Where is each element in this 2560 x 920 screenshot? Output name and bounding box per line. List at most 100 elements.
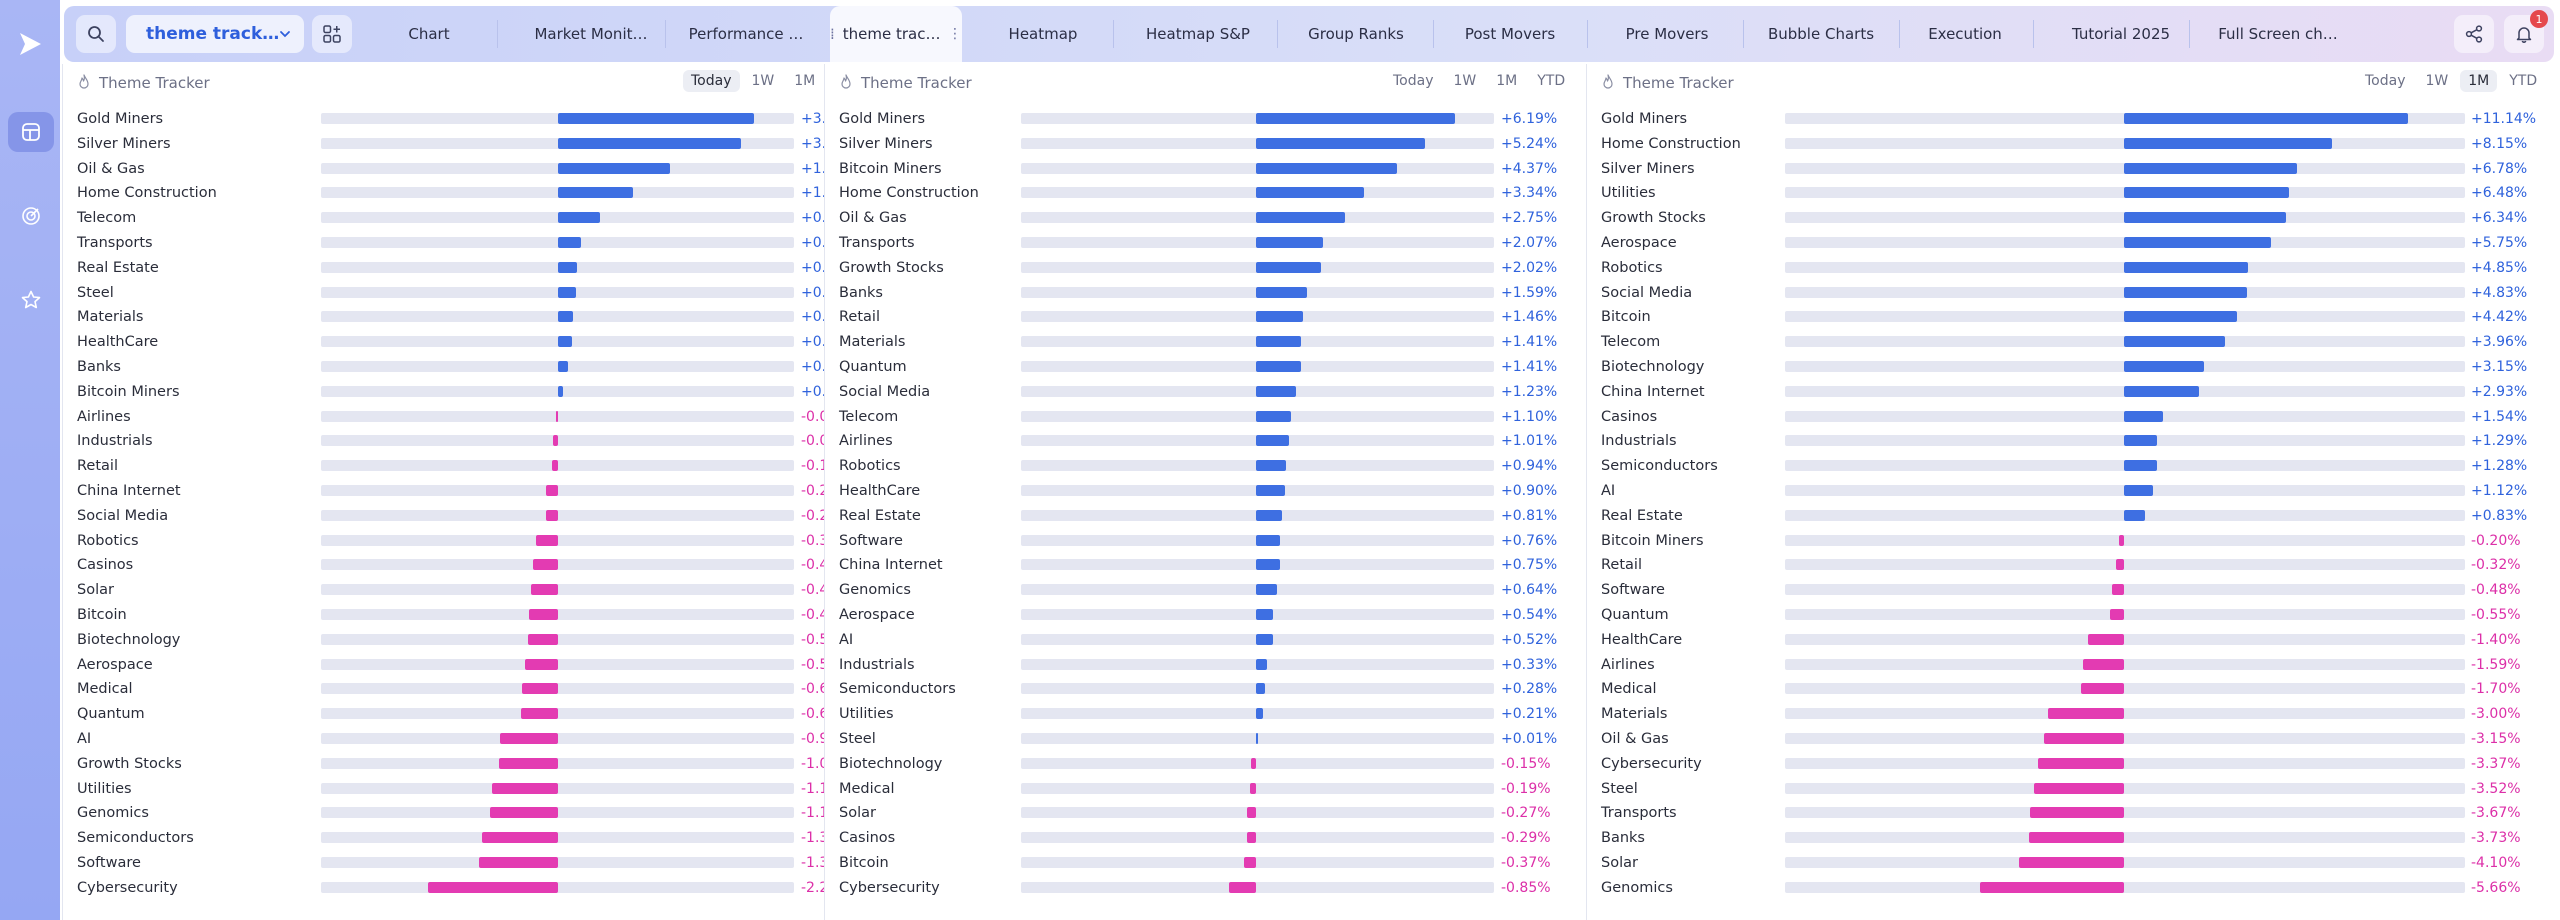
theme-row[interactable]: Cybersecurity-2.22% — [63, 877, 851, 902]
theme-row[interactable]: Industrials +1.29% — [1587, 430, 2560, 455]
theme-row[interactable]: Solar-0.46% — [63, 579, 851, 604]
theme-row[interactable]: Robotics +4.85% — [1587, 257, 2560, 282]
tab-2[interactable]: Performance … — [676, 6, 816, 62]
theme-row[interactable]: Quantum +1.41% — [825, 356, 1586, 381]
theme-row[interactable]: Aerospace +5.75% — [1587, 232, 2560, 257]
range-button-today[interactable]: Today — [683, 70, 740, 92]
theme-row[interactable]: Bitcoin Miners +4.37% — [825, 158, 1586, 183]
share-button[interactable] — [2454, 15, 2494, 53]
theme-row[interactable]: Software -0.48% — [1587, 579, 2560, 604]
theme-row[interactable]: Silver Miners +6.78% — [1587, 158, 2560, 183]
theme-row[interactable]: Aerospace-0.57% — [63, 654, 851, 679]
range-button-1m[interactable]: 1M — [1496, 73, 1518, 89]
theme-row[interactable]: Social Media-0.20% — [63, 505, 851, 530]
theme-row[interactable]: Aerospace +0.54% — [825, 604, 1586, 629]
theme-row[interactable]: Transports -3.67% — [1587, 802, 2560, 827]
theme-row[interactable]: Telecom +1.10% — [825, 406, 1586, 431]
theme-row[interactable]: Oil & Gas -3.15% — [1587, 728, 2560, 753]
theme-row[interactable]: Home Construction +8.15% — [1587, 133, 2560, 158]
workspace-select[interactable]: theme track… — [126, 15, 304, 53]
theme-row[interactable]: Steel +0.01% — [825, 728, 1586, 753]
theme-row[interactable]: Real Estate+0.32% — [63, 257, 857, 282]
theme-row[interactable]: HealthCare +0.90% — [825, 480, 1586, 505]
theme-row[interactable]: Silver Miners +5.24% — [825, 133, 1586, 158]
range-button-1w[interactable]: 1W — [2425, 73, 2449, 89]
theme-row[interactable]: Steel+0.31% — [63, 282, 857, 307]
theme-row[interactable]: Growth Stocks +6.34% — [1587, 207, 2560, 232]
theme-row[interactable]: Software-1.35% — [63, 852, 851, 877]
range-button-ytd[interactable]: YTD — [2509, 73, 2538, 89]
drag-handle-icon[interactable]: ⁞ — [830, 25, 835, 43]
theme-row[interactable]: AI +0.52% — [825, 629, 1586, 654]
theme-row[interactable]: Real Estate +0.81% — [825, 505, 1586, 530]
theme-row[interactable]: Home Construction +3.34% — [825, 182, 1586, 207]
theme-row[interactable]: Quantum -0.55% — [1587, 604, 2560, 629]
theme-row[interactable]: Home Construction+1.28% — [63, 182, 857, 207]
tab-7[interactable]: Post Movers — [1436, 6, 1584, 62]
theme-row[interactable]: Gold Miners +6.19% — [825, 108, 1586, 133]
sidebar-item-favorites[interactable] — [8, 280, 54, 320]
theme-row[interactable]: Bitcoin -0.37% — [825, 852, 1586, 877]
theme-row[interactable]: Banks +1.59% — [825, 282, 1586, 307]
add-widget-button[interactable] — [312, 15, 352, 53]
theme-row[interactable]: Software +0.76% — [825, 530, 1586, 555]
theme-row[interactable]: Utilities +6.48% — [1587, 182, 2560, 207]
theme-row[interactable]: AI-0.99% — [63, 728, 851, 753]
notifications-button[interactable]: 1 — [2504, 10, 2548, 53]
theme-row[interactable]: Semiconductors-1.30% — [63, 827, 851, 852]
theme-row[interactable]: HealthCare+0.24% — [63, 331, 857, 356]
theme-row[interactable]: Bitcoin Miners+0.08% — [63, 381, 857, 406]
theme-row[interactable]: Retail +1.46% — [825, 306, 1586, 331]
theme-row[interactable]: Robotics +0.94% — [825, 455, 1586, 480]
theme-row[interactable]: Casinos +1.54% — [1587, 406, 2560, 431]
tab-menu-icon[interactable]: ⋮ — [948, 26, 962, 42]
theme-row[interactable]: Medical-0.61% — [63, 678, 851, 703]
theme-row[interactable]: Silver Miners+3.13% — [63, 133, 857, 158]
theme-row[interactable]: Bitcoin Miners -0.20% — [1587, 530, 2560, 555]
theme-row[interactable]: Semiconductors +1.28% — [1587, 455, 2560, 480]
range-button-today[interactable]: Today — [1393, 73, 1434, 89]
theme-row[interactable]: Cybersecurity -3.37% — [1587, 753, 2560, 778]
tab-8[interactable]: Pre Movers — [1594, 6, 1740, 62]
tab-4[interactable]: Heatmap — [976, 6, 1110, 62]
theme-row[interactable]: China Internet +2.93% — [1587, 381, 2560, 406]
range-button-1w[interactable]: 1W — [751, 73, 775, 89]
range-button-1m[interactable]: 1M — [2460, 70, 2498, 92]
theme-row[interactable]: Telecom+0.72% — [63, 207, 857, 232]
theme-row[interactable]: Materials+0.25% — [63, 306, 857, 331]
theme-row[interactable]: Airlines +1.01% — [825, 430, 1586, 455]
theme-row[interactable]: Utilities-1.13% — [63, 778, 851, 803]
theme-row[interactable]: Gold Miners +11.14% — [1587, 108, 2560, 133]
theme-row[interactable]: Semiconductors +0.28% — [825, 678, 1586, 703]
range-button-1w[interactable]: 1W — [1453, 73, 1477, 89]
theme-row[interactable]: Materials +1.41% — [825, 331, 1586, 356]
theme-row[interactable]: Social Media +4.83% — [1587, 282, 2560, 307]
theme-row[interactable]: China Internet-0.20% — [63, 480, 851, 505]
theme-row[interactable]: Biotechnology +3.15% — [1587, 356, 2560, 381]
tab-11[interactable]: Tutorial 2025 — [2056, 6, 2186, 62]
tab-5[interactable]: Heatmap S&P — [1122, 6, 1274, 62]
theme-row[interactable]: Retail-0.10% — [63, 455, 851, 480]
theme-row[interactable]: Medical -0.19% — [825, 778, 1586, 803]
theme-row[interactable]: Cybersecurity -0.85% — [825, 877, 1586, 902]
theme-row[interactable]: Solar -0.27% — [825, 802, 1586, 827]
app-logo-icon[interactable] — [16, 30, 44, 58]
theme-row[interactable]: Biotechnology-0.51% — [63, 629, 851, 654]
theme-row[interactable]: Airlines -1.59% — [1587, 654, 2560, 679]
theme-row[interactable]: AI +1.12% — [1587, 480, 2560, 505]
theme-row[interactable]: Real Estate +0.83% — [1587, 505, 2560, 530]
theme-row[interactable]: Robotics-0.38% — [63, 530, 851, 555]
theme-row[interactable]: Genomics -5.66% — [1587, 877, 2560, 902]
theme-row[interactable]: Materials -3.00% — [1587, 703, 2560, 728]
theme-row[interactable]: Genomics-1.17% — [63, 802, 851, 827]
theme-row[interactable]: Airlines-0.04% — [63, 406, 851, 431]
tab-1[interactable]: Market Monit… — [520, 6, 662, 62]
theme-row[interactable]: Casinos-0.42% — [63, 554, 851, 579]
tab-12[interactable]: Full Screen ch… — [2206, 6, 2350, 62]
theme-row[interactable]: China Internet +0.75% — [825, 554, 1586, 579]
theme-row[interactable]: Transports+0.39% — [63, 232, 857, 257]
tab-9[interactable]: Bubble Charts — [1746, 6, 1896, 62]
tab-0[interactable]: Chart — [364, 6, 494, 62]
sidebar-item-target[interactable] — [8, 196, 54, 236]
search-button[interactable] — [76, 15, 116, 53]
